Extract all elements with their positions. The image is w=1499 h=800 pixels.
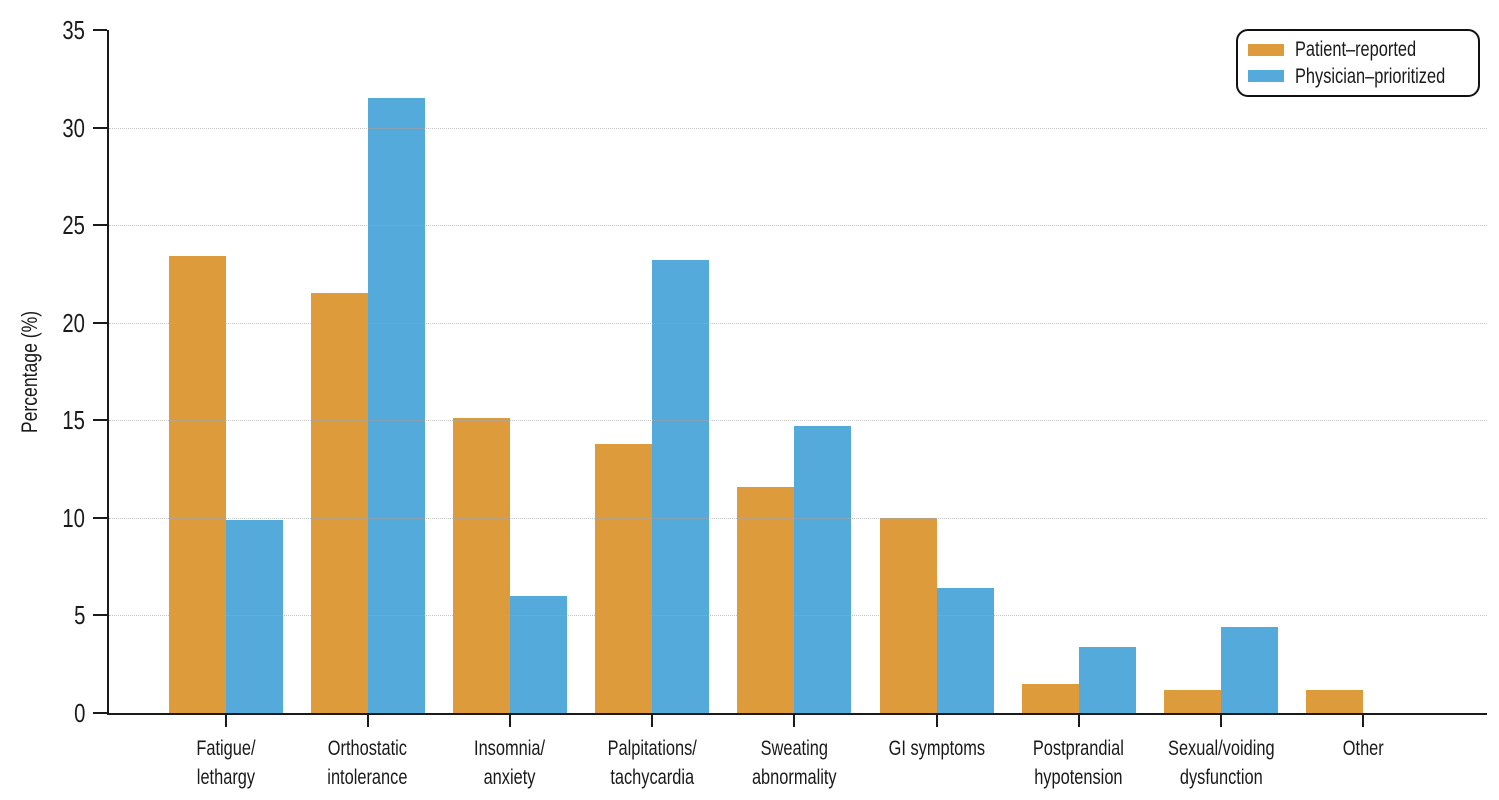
y-tick <box>93 712 107 714</box>
plot-area: 0 5 10 15 20 25 30 35 Fatigue/ lethargy Orthostat… <box>62 17 1487 789</box>
bar-patient-reported <box>168 256 226 713</box>
gridline <box>109 420 1487 422</box>
y-tick-label: 10 <box>62 502 85 533</box>
y-tick <box>93 419 107 422</box>
bar-patient-reported <box>1306 689 1364 713</box>
gridline <box>109 322 1487 324</box>
y-tick-label: 25 <box>62 210 85 241</box>
legend-swatch-physician-prioritized-icon <box>1248 70 1284 83</box>
x-category-label: Postprandial hypotension <box>1033 737 1125 789</box>
x-tick <box>224 713 227 727</box>
gridline <box>109 225 1487 227</box>
x-category-label: Other <box>1342 737 1384 760</box>
legend-swatch-patient-reported-icon <box>1248 43 1284 56</box>
legend-label-physician-prioritized: Physician–prioritized <box>1295 64 1446 88</box>
y-tick <box>93 224 107 227</box>
bar-physician-prioritized <box>1220 627 1278 713</box>
bar-patient-reported <box>737 486 795 713</box>
legend-item-patient-reported: Patient–reported <box>1248 38 1466 61</box>
y-tick <box>93 126 107 129</box>
y-tick-label: 20 <box>62 307 85 338</box>
x-category-label: Insomnia/ anxiety <box>474 737 546 789</box>
x-tick <box>1077 713 1080 727</box>
bar-patient-reported <box>1163 689 1221 713</box>
y-tick <box>93 29 107 31</box>
bar-physician-prioritized <box>652 260 710 713</box>
y-tick-label: 15 <box>62 405 85 436</box>
bar-physician-prioritized <box>936 588 994 713</box>
bar-patient-reported <box>310 293 368 713</box>
y-tick-label: 30 <box>62 112 85 143</box>
bar-physician-prioritized <box>794 426 852 713</box>
x-tick <box>651 713 654 727</box>
y-tick-label: 0 <box>73 698 85 728</box>
legend: Patient–reported Physician–prioritized <box>1236 29 1480 97</box>
bar-physician-prioritized <box>1078 646 1136 713</box>
x-tick <box>793 713 796 727</box>
y-tick-label: 35 <box>62 15 85 45</box>
y-tick <box>93 516 107 519</box>
x-category-label: Orthostatic intolerance <box>327 737 408 789</box>
bar-patient-reported <box>595 443 653 713</box>
legend-label-patient-reported: Patient–reported <box>1295 38 1417 62</box>
x-category-label: Palpitations/ tachycardia <box>607 737 697 789</box>
x-category-label: Fatigue/ lethargy <box>195 737 256 789</box>
legend-item-physician-prioritized: Physician–prioritized <box>1248 65 1466 88</box>
x-category-label: Sexual/voiding dysfunction <box>1167 737 1275 789</box>
gridline <box>109 127 1487 129</box>
gridline <box>109 517 1487 519</box>
bar-physician-prioritized <box>509 595 567 713</box>
x-tick <box>1219 713 1222 727</box>
x-tick <box>366 713 369 727</box>
y-tick-label: 5 <box>73 600 85 631</box>
y-tick <box>93 614 107 617</box>
x-tick <box>1362 713 1365 727</box>
gridline <box>109 615 1487 617</box>
x-tick <box>508 713 511 727</box>
y-tick <box>93 321 107 324</box>
bar-physician-prioritized <box>367 98 425 713</box>
x-tick <box>935 713 938 727</box>
bar-patient-reported <box>452 418 510 713</box>
bar-patient-reported <box>1021 683 1079 713</box>
x-category-label: Sweating abnormality <box>751 737 837 789</box>
x-category-label: GI symptoms <box>888 737 985 760</box>
